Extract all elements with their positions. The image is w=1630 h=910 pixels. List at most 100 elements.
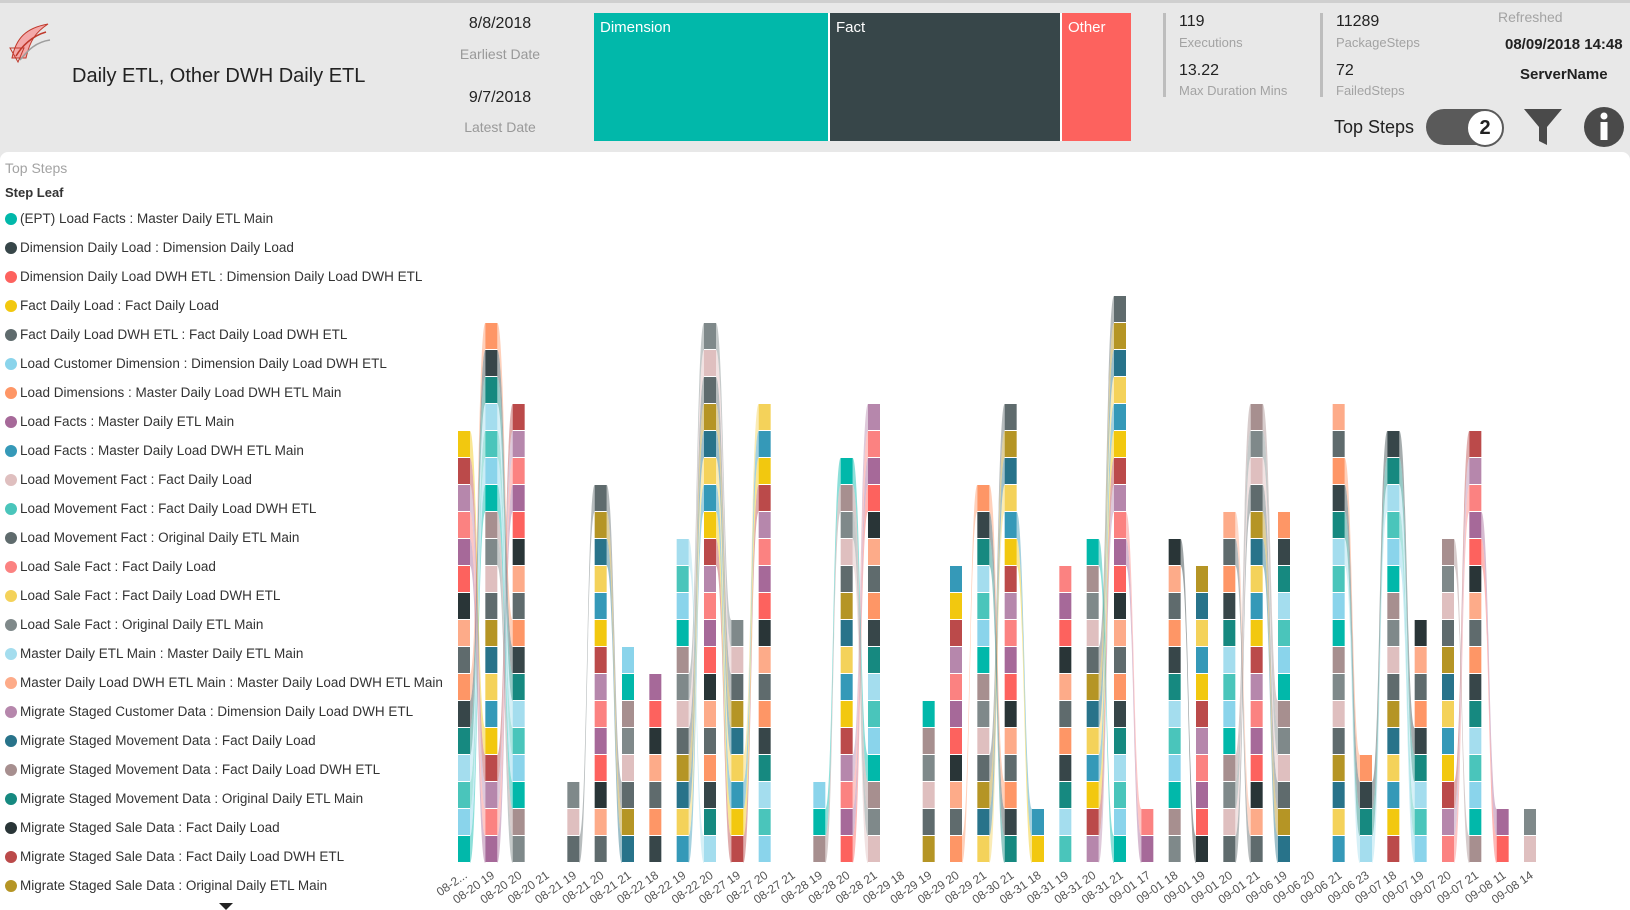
column-segment[interactable] xyxy=(676,701,689,727)
column-segment[interactable] xyxy=(1387,485,1400,511)
column-segment[interactable] xyxy=(868,404,880,430)
column-segment[interactable] xyxy=(622,782,634,808)
column-segment[interactable] xyxy=(512,458,525,484)
ribbon-band[interactable] xyxy=(716,512,732,836)
column-segment[interactable] xyxy=(1168,674,1181,700)
column-segment[interactable] xyxy=(1442,566,1454,592)
column-segment[interactable] xyxy=(977,701,990,727)
ribbon-band[interactable] xyxy=(743,404,759,782)
column-segment[interactable] xyxy=(704,323,716,349)
column-segment[interactable] xyxy=(1278,674,1290,700)
ribbon-band[interactable] xyxy=(1372,485,1388,863)
ribbon-band[interactable] xyxy=(989,485,1005,863)
column-segment[interactable] xyxy=(1250,755,1263,781)
column-segment[interactable] xyxy=(868,620,880,646)
legend-item[interactable]: Load Facts : Master Daily Load DWH ETL M… xyxy=(5,436,443,465)
column-segment[interactable] xyxy=(840,701,853,727)
ribbon-band[interactable] xyxy=(470,458,486,836)
column-segment[interactable] xyxy=(1004,512,1017,538)
ribbon-band[interactable] xyxy=(1344,512,1360,836)
column-segment[interactable] xyxy=(594,620,607,646)
column-segment[interactable] xyxy=(704,431,716,457)
column-segment[interactable] xyxy=(977,620,990,646)
column-segment[interactable] xyxy=(1223,782,1236,808)
ribbon-band[interactable] xyxy=(1399,512,1415,836)
column-segment[interactable] xyxy=(485,485,498,511)
ribbon-band[interactable] xyxy=(497,431,513,755)
column-segment[interactable] xyxy=(922,701,935,727)
column-segment[interactable] xyxy=(1059,566,1072,592)
legend-item[interactable]: Load Sale Fact : Original Daily ETL Main xyxy=(5,610,443,639)
column-segment[interactable] xyxy=(1469,647,1482,673)
ribbon-band[interactable] xyxy=(497,539,513,863)
column-segment[interactable] xyxy=(1469,674,1482,700)
column-segment[interactable] xyxy=(704,620,716,646)
column-segment[interactable] xyxy=(594,701,607,727)
ribbon-band[interactable] xyxy=(1399,458,1415,782)
column-segment[interactable] xyxy=(868,782,880,808)
column-segment[interactable] xyxy=(458,755,470,781)
column-segment[interactable] xyxy=(758,620,771,646)
ribbon-band[interactable] xyxy=(497,323,513,647)
column-segment[interactable] xyxy=(758,647,771,673)
column-segment[interactable] xyxy=(922,755,935,781)
column-segment[interactable] xyxy=(485,593,498,619)
column-segment[interactable] xyxy=(950,701,962,727)
ribbon-band[interactable] xyxy=(497,404,513,782)
legend-item[interactable]: Migrate Staged Movement Data : Original … xyxy=(5,784,443,813)
column-segment[interactable] xyxy=(704,836,716,862)
column-segment[interactable] xyxy=(567,809,580,835)
column-segment[interactable] xyxy=(676,566,689,592)
column-segment[interactable] xyxy=(1059,701,1072,727)
ribbon-band[interactable] xyxy=(716,404,732,728)
column-segment[interactable] xyxy=(1114,755,1126,781)
column-segment[interactable] xyxy=(1059,620,1072,646)
column-segment[interactable] xyxy=(950,782,962,808)
column-segment[interactable] xyxy=(1278,593,1290,619)
column-segment[interactable] xyxy=(485,728,498,754)
column-segment[interactable] xyxy=(1196,701,1208,727)
column-segment[interactable] xyxy=(458,620,470,646)
column-segment[interactable] xyxy=(1086,755,1099,781)
ribbon-band[interactable] xyxy=(1372,431,1388,809)
column-segment[interactable] xyxy=(1004,404,1017,430)
column-segment[interactable] xyxy=(1278,782,1290,808)
column-segment[interactable] xyxy=(977,647,990,673)
ribbon-band[interactable] xyxy=(470,485,486,863)
column-segment[interactable] xyxy=(868,539,880,565)
column-segment[interactable] xyxy=(1332,674,1345,700)
column-segment[interactable] xyxy=(1387,647,1400,673)
ribbon-band[interactable] xyxy=(1098,350,1114,728)
column-segment[interactable] xyxy=(1223,728,1236,754)
column-segment[interactable] xyxy=(1469,836,1482,862)
legend-item[interactable]: Migrate Staged Sale Data : Fact Daily Lo… xyxy=(5,813,443,842)
column-segment[interactable] xyxy=(1278,836,1290,862)
column-segment[interactable] xyxy=(1168,620,1181,646)
column-segment[interactable] xyxy=(485,755,498,781)
column-segment[interactable] xyxy=(704,782,716,808)
column-segment[interactable] xyxy=(704,701,716,727)
column-segment[interactable] xyxy=(704,350,716,376)
column-segment[interactable] xyxy=(1250,485,1263,511)
column-segment[interactable] xyxy=(977,539,990,565)
column-segment[interactable] xyxy=(1387,836,1400,862)
ribbon-band[interactable] xyxy=(688,350,704,728)
column-segment[interactable] xyxy=(676,593,689,619)
ribbon-band[interactable] xyxy=(743,485,759,863)
ribbon-band[interactable] xyxy=(852,539,868,863)
column-segment[interactable] xyxy=(1223,674,1236,700)
ribbon-band[interactable] xyxy=(1454,485,1470,863)
ribbon-band[interactable] xyxy=(716,377,732,701)
ribbon-band[interactable] xyxy=(470,323,486,701)
column-segment[interactable] xyxy=(594,566,607,592)
treemap-tile-dimension[interactable]: Dimension xyxy=(594,13,830,141)
column-segment[interactable] xyxy=(1004,620,1017,646)
column-segment[interactable] xyxy=(1141,836,1154,862)
column-segment[interactable] xyxy=(950,647,962,673)
column-segment[interactable] xyxy=(676,620,689,646)
column-segment[interactable] xyxy=(676,674,689,700)
column-segment[interactable] xyxy=(977,593,990,619)
column-segment[interactable] xyxy=(1414,674,1427,700)
column-segment[interactable] xyxy=(868,728,880,754)
ribbon-band[interactable] xyxy=(1262,404,1278,728)
